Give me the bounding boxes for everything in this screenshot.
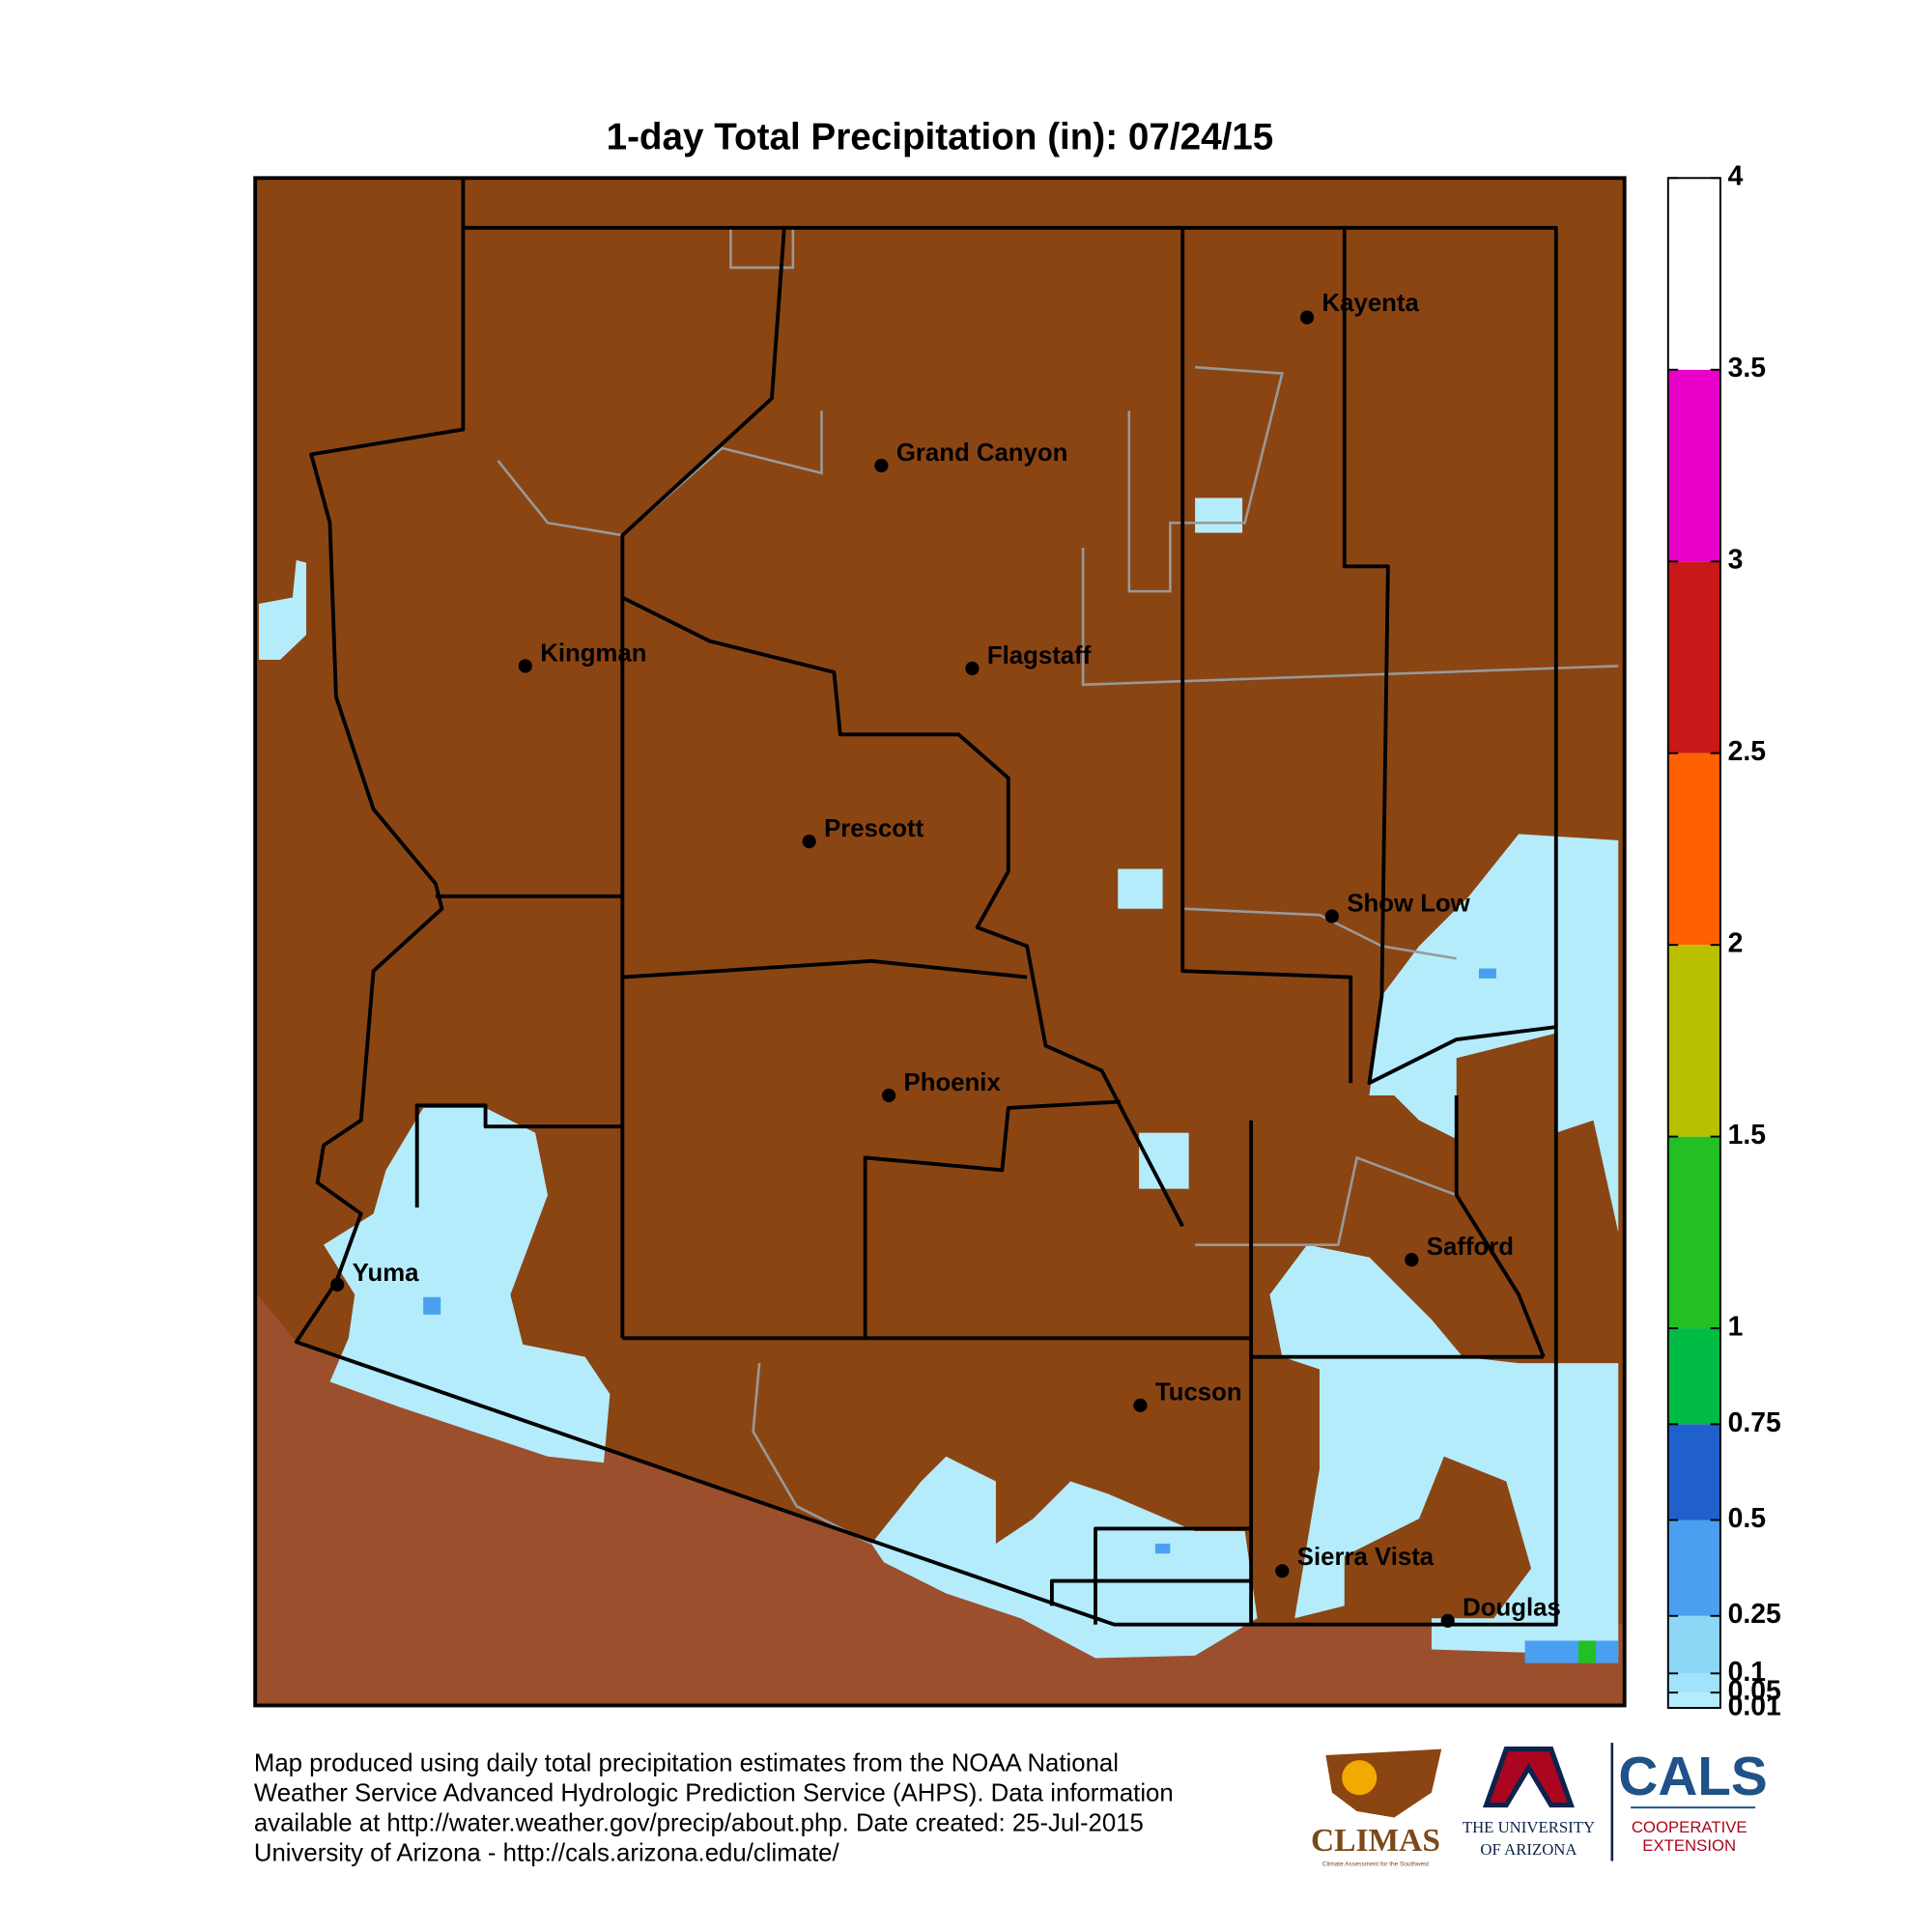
map: Kayenta Grand Canyon Kingman Flagstaff P… [253,176,1627,1708]
cals-logo: CALS [1618,1747,1767,1807]
colorbar-label: 0.25 [1728,1599,1781,1630]
colorbar-label: 0.5 [1728,1503,1766,1534]
city-label: Kayenta [1322,290,1420,317]
colorbar-label: 0.75 [1728,1407,1781,1438]
colorbar-band [1667,369,1720,562]
colorbar-band [1667,1136,1720,1329]
colorbar-band [1667,1520,1720,1616]
footer-line: available at http://water.weather.gov/pr… [254,1810,1144,1837]
map-frame [253,176,1627,1708]
colorbar-band [1667,561,1720,753]
city-label: Yuma [353,1260,419,1287]
city-label: Kingman [540,639,646,667]
city-label: Phoenix [904,1069,1002,1096]
city-label: Grand Canyon [896,440,1068,467]
mexico [255,1292,1625,1706]
city-label: Tucson [1155,1379,1242,1406]
colorbar-band [1667,945,1720,1137]
colorbar-label: 2 [1728,928,1744,959]
cals-sub: COOPERATIVE [1632,1818,1747,1836]
city-label: Douglas [1463,1595,1561,1622]
city-label: Safford [1427,1234,1514,1261]
colorbar-label: 3 [1728,545,1744,576]
colorbar-label: 0.1 [1728,1657,1766,1688]
city-label: Prescott [824,815,924,842]
colorbar-band [1667,1615,1720,1674]
colorbar-band [1667,753,1720,946]
climas-tagline: Climate Assessment for the Southwest [1322,1861,1429,1868]
reservation-lines [497,227,1619,1546]
map-title: 1-day Total Precipitation (in): 07/24/15 [607,117,1274,158]
county-lines [294,178,1558,1627]
colorbar: 0.010.050.1 0.25 0.5 0.75 1 1.5 2 2.5 3 3.5 4 [1666,161,1781,1722]
logos: CLIMAS Climate Assessment for the Southw… [1311,1743,1768,1868]
footer-line: University of Arizona - http://cals.ariz… [254,1840,840,1867]
colorbar-band [1667,1328,1720,1425]
colorbar-label: 3.5 [1728,353,1766,384]
colorbar-band [1667,1673,1720,1693]
colorbar-label: 0.05 [1728,1676,1781,1707]
colorbar-label: 2.5 [1728,736,1766,767]
footer-line: Weather Service Advanced Hydrologic Pred… [254,1780,1174,1807]
cals-sub: EXTENSION [1642,1836,1736,1855]
colorbar-label: 1 [1728,1312,1744,1343]
footer: Map produced using daily total precipita… [254,1750,1174,1867]
city-label: Sierra Vista [1297,1544,1435,1571]
city-label: Show Low [1347,890,1470,917]
cities: Kayenta Grand Canyon Kingman Flagstaff P… [330,290,1561,1628]
ua-logo [1483,1746,1575,1808]
colorbar-frame [1666,177,1721,1710]
colorbar-band [1667,178,1720,370]
ua-text: THE UNIVERSITY [1463,1818,1595,1836]
colorbar-label: 4 [1728,161,1744,192]
ua-text: OF ARIZONA [1480,1840,1577,1859]
colorbar-label: 0.01 [1728,1691,1781,1722]
city-label: Flagstaff [987,642,1092,669]
footer-line: Map produced using daily total precipita… [254,1750,1119,1777]
colorbar-band [1667,1692,1720,1709]
colorbar-label: 1.5 [1728,1120,1766,1151]
colorbar-band [1667,1424,1720,1520]
climas-logo: CLIMAS [1311,1823,1440,1859]
